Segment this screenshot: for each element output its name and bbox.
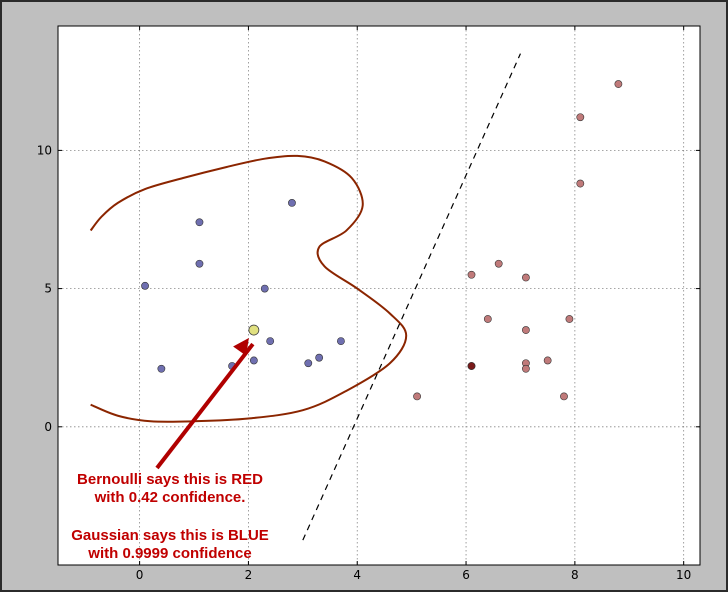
annotation-line: Gaussian says this is BLUE [71, 527, 269, 544]
data-point [521, 364, 530, 373]
annotation-arrow-head [233, 338, 249, 356]
data-point [565, 315, 574, 323]
data-point [413, 392, 421, 401]
data-point [576, 179, 585, 188]
query-point [248, 324, 260, 336]
data-point [543, 356, 552, 365]
y-tick-label: 10 [37, 143, 52, 157]
linear-boundary-layer [302, 53, 522, 541]
data-point [467, 362, 476, 370]
annotation-arrow-shaft [155, 342, 255, 470]
x-tick-label: 10 [676, 568, 691, 582]
data-point [467, 270, 476, 279]
tick-labels: 0 2 4 6 8 10 0 5 10 [37, 26, 700, 582]
annotation-line: with 0.42 confidence. [94, 489, 246, 506]
data-point [576, 113, 585, 122]
data-point [249, 356, 258, 365]
plot-area [57, 25, 701, 566]
x-tick-label: 0 [136, 568, 144, 582]
grid [58, 26, 700, 565]
data-point [195, 218, 204, 227]
data-point [337, 337, 345, 346]
data-point [266, 337, 275, 346]
data-point [315, 353, 324, 362]
annotation-line: with 0.9999 confidence [87, 545, 251, 562]
y-tick-label: 0 [44, 420, 52, 434]
linear-boundary [302, 53, 522, 541]
data-point [288, 199, 296, 207]
data-point [560, 392, 568, 401]
x-tick-label: 4 [353, 568, 361, 582]
data-point [483, 315, 492, 323]
data-point [521, 326, 530, 334]
data-point [260, 284, 269, 293]
points-layer [141, 80, 623, 401]
x-tick-label: 8 [571, 568, 579, 582]
data-point [494, 259, 503, 268]
data-point [157, 364, 166, 373]
data-point [521, 273, 530, 282]
data-point [195, 259, 204, 268]
data-point [304, 359, 313, 368]
curved-boundary-layer [89, 154, 408, 423]
data-point [141, 281, 149, 290]
x-tick-label: 6 [462, 568, 470, 582]
annotation-line: Bernoulli says this is RED [77, 471, 263, 488]
curved-boundary [89, 154, 408, 423]
x-tick-label: 2 [245, 568, 253, 582]
y-tick-label: 5 [44, 282, 52, 296]
data-point [614, 80, 623, 88]
